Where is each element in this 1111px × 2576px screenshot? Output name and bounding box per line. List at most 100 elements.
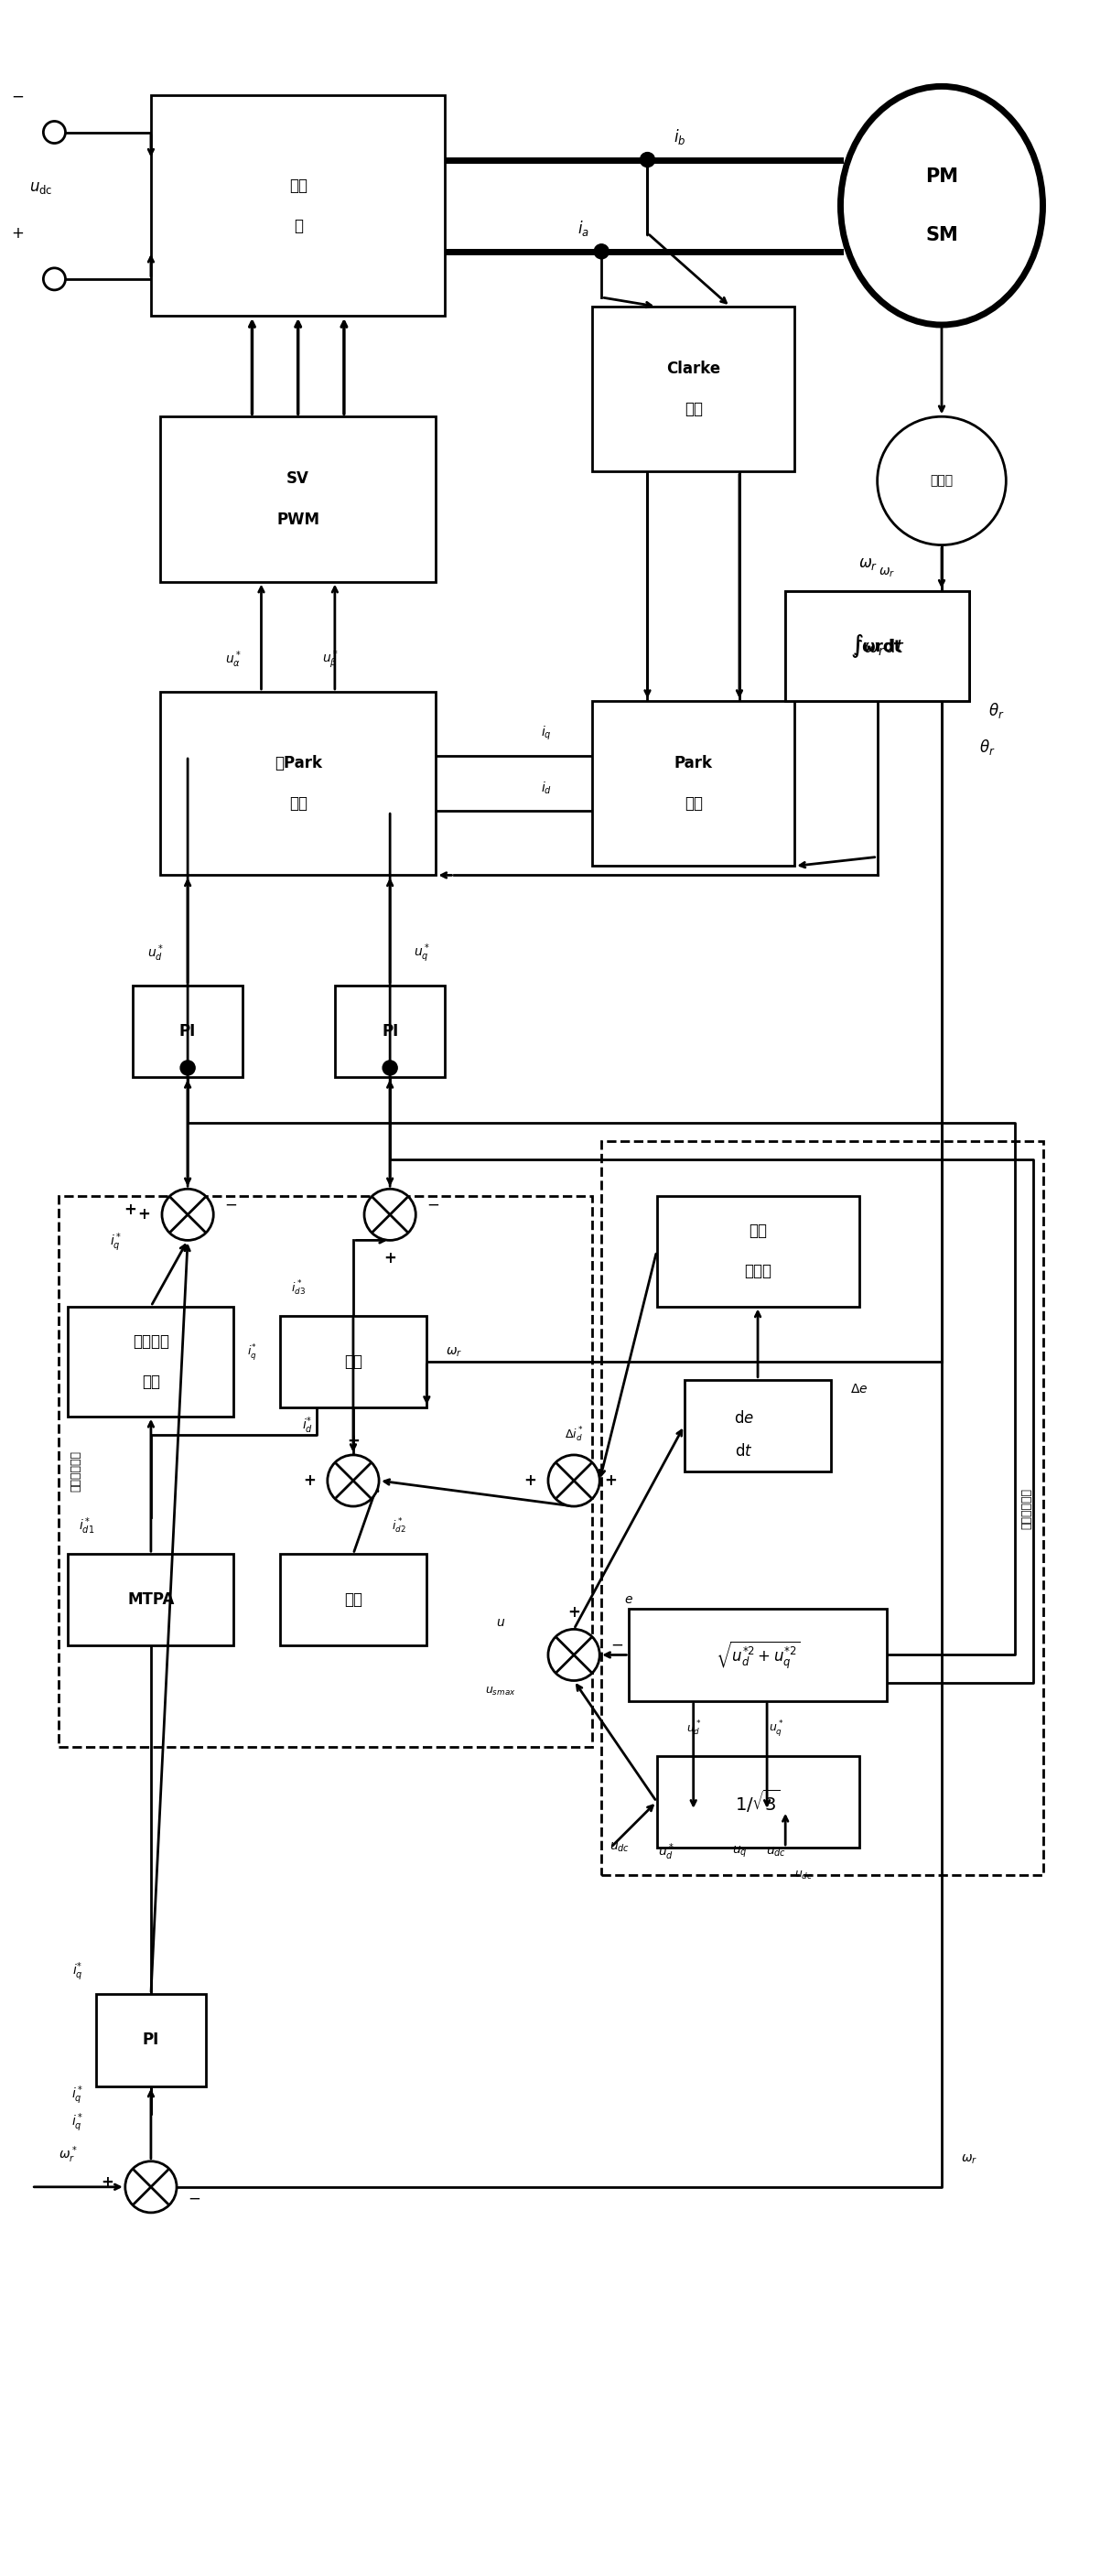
Circle shape bbox=[878, 417, 1007, 546]
Text: $u_d^*$: $u_d^*$ bbox=[658, 1842, 674, 1862]
Text: +: + bbox=[302, 1473, 316, 1489]
Text: 变换: 变换 bbox=[684, 796, 702, 811]
Bar bbox=[785, 590, 969, 701]
Text: Clarke: Clarke bbox=[667, 361, 720, 376]
Text: $u_d^*$: $u_d^*$ bbox=[685, 1718, 701, 1739]
Text: PI: PI bbox=[382, 1023, 399, 1038]
Text: $-$: $-$ bbox=[611, 1636, 623, 1651]
Text: $u_q$: $u_q$ bbox=[732, 1844, 747, 1860]
Text: $i_q^*$: $i_q^*$ bbox=[110, 1231, 122, 1255]
Bar bbox=[96, 1994, 207, 2087]
Text: $\theta_r$: $\theta_r$ bbox=[989, 701, 1004, 719]
Bar bbox=[151, 95, 446, 317]
Bar bbox=[68, 1553, 233, 1646]
Text: ∫ωrdt: ∫ωrdt bbox=[853, 639, 901, 654]
Text: $u_{smax}$: $u_{smax}$ bbox=[484, 1685, 516, 1698]
Text: +: + bbox=[604, 1473, 617, 1489]
Text: 编码器: 编码器 bbox=[930, 474, 953, 487]
Text: $e$: $e$ bbox=[624, 1595, 633, 1607]
Text: 反Park: 反Park bbox=[274, 755, 322, 773]
Text: $i_q^*$: $i_q^*$ bbox=[71, 2112, 83, 2133]
Circle shape bbox=[640, 152, 654, 167]
Text: PI: PI bbox=[142, 2032, 159, 2048]
Text: $u_{dc}$: $u_{dc}$ bbox=[765, 1844, 787, 1860]
Text: 器: 器 bbox=[293, 216, 302, 234]
Text: +: + bbox=[123, 1203, 137, 1218]
Bar bbox=[592, 701, 794, 866]
Text: $\mathrm{d}t$: $\mathrm{d}t$ bbox=[735, 1443, 753, 1461]
Text: $u_{dc}$: $u_{dc}$ bbox=[610, 1842, 630, 1855]
Text: $u_{dc}$: $u_{dc}$ bbox=[794, 1870, 813, 1880]
Text: $-$: $-$ bbox=[427, 1195, 440, 1211]
Text: $i_{d2}^*$: $i_{d2}^*$ bbox=[392, 1517, 407, 1535]
Text: SV: SV bbox=[287, 471, 310, 487]
Text: 变换: 变换 bbox=[684, 402, 702, 417]
Text: +: + bbox=[100, 2174, 113, 2190]
Text: $i_{d3}^*$: $i_{d3}^*$ bbox=[291, 1278, 306, 1298]
Text: $i_q^{*}$: $i_q^{*}$ bbox=[72, 1960, 82, 1984]
Circle shape bbox=[180, 1061, 196, 1074]
Text: 弱磁: 弱磁 bbox=[344, 1592, 362, 1607]
Circle shape bbox=[548, 1455, 600, 1507]
Text: $i_d$: $i_d$ bbox=[541, 781, 552, 796]
Text: +: + bbox=[568, 1605, 580, 1620]
Circle shape bbox=[382, 1061, 398, 1074]
Circle shape bbox=[162, 1190, 213, 1239]
Bar bbox=[657, 1757, 859, 1847]
Text: PWM: PWM bbox=[277, 510, 320, 528]
Text: $i_q$: $i_q$ bbox=[541, 724, 552, 742]
Circle shape bbox=[43, 268, 66, 291]
Text: 电压反馈环节: 电压反馈环节 bbox=[1020, 1486, 1032, 1528]
Text: $i_{d}^{*}$: $i_{d}^{*}$ bbox=[302, 1414, 313, 1435]
Text: 模糊: 模糊 bbox=[749, 1224, 767, 1239]
Text: 平滑切换: 平滑切换 bbox=[132, 1332, 169, 1350]
Text: $\sqrt{u_d^{*2}+u_q^{*2}}$: $\sqrt{u_d^{*2}+u_q^{*2}}$ bbox=[715, 1638, 800, 1672]
Bar bbox=[629, 1610, 887, 1700]
Bar bbox=[657, 1195, 859, 1306]
Text: $\Delta e$: $\Delta e$ bbox=[850, 1383, 868, 1396]
Text: $u_\beta^*$: $u_\beta^*$ bbox=[322, 649, 339, 670]
Text: Park: Park bbox=[674, 755, 712, 773]
Text: $\omega_r$: $\omega_r$ bbox=[446, 1345, 462, 1358]
Text: $\omega_r$: $\omega_r$ bbox=[878, 567, 894, 580]
Text: $\omega_r$: $\omega_r$ bbox=[859, 554, 878, 572]
Bar bbox=[601, 1141, 1043, 1875]
Text: 控制器: 控制器 bbox=[744, 1262, 771, 1280]
Circle shape bbox=[126, 2161, 177, 2213]
Text: $+$: $+$ bbox=[11, 224, 24, 242]
Text: $-$: $-$ bbox=[11, 88, 24, 103]
Text: $u_q^*$: $u_q^*$ bbox=[769, 1718, 783, 1739]
Circle shape bbox=[328, 1455, 379, 1507]
Text: SM: SM bbox=[925, 227, 958, 245]
Text: $i_b$: $i_b$ bbox=[673, 126, 685, 147]
Bar bbox=[160, 417, 436, 582]
Text: 变换: 变换 bbox=[289, 796, 308, 811]
Bar bbox=[785, 590, 969, 701]
Text: $i_q^*$: $i_q^*$ bbox=[71, 2084, 83, 2107]
Text: $u_{\rm dc}$: $u_{\rm dc}$ bbox=[29, 180, 52, 196]
Text: $\omega_r$: $\omega_r$ bbox=[961, 2154, 978, 2166]
Text: $i_a$: $i_a$ bbox=[577, 219, 589, 237]
Text: $1/\sqrt{3}$: $1/\sqrt{3}$ bbox=[735, 1788, 781, 1816]
Text: $\int\omega_r\mathrm{d}t$: $\int\omega_r\mathrm{d}t$ bbox=[850, 631, 904, 659]
Text: +: + bbox=[383, 1249, 397, 1267]
Bar bbox=[132, 984, 243, 1077]
Text: $\Delta i_d^*$: $\Delta i_d^*$ bbox=[564, 1425, 583, 1445]
Text: 切换: 切换 bbox=[344, 1352, 362, 1370]
Text: +: + bbox=[347, 1432, 360, 1450]
Circle shape bbox=[594, 245, 609, 258]
Text: 逆变: 逆变 bbox=[289, 178, 308, 193]
Text: $u$: $u$ bbox=[496, 1615, 506, 1628]
Text: $u_d^*$: $u_d^*$ bbox=[148, 943, 163, 963]
Circle shape bbox=[548, 1628, 600, 1680]
Bar bbox=[334, 984, 446, 1077]
Text: +: + bbox=[523, 1473, 537, 1489]
Text: 环节: 环节 bbox=[142, 1373, 160, 1391]
Bar bbox=[68, 1306, 233, 1417]
Text: +: + bbox=[138, 1206, 150, 1224]
Ellipse shape bbox=[841, 88, 1043, 325]
Bar bbox=[160, 693, 436, 876]
Circle shape bbox=[43, 121, 66, 144]
Circle shape bbox=[364, 1190, 416, 1239]
Text: MTPA: MTPA bbox=[128, 1592, 174, 1607]
